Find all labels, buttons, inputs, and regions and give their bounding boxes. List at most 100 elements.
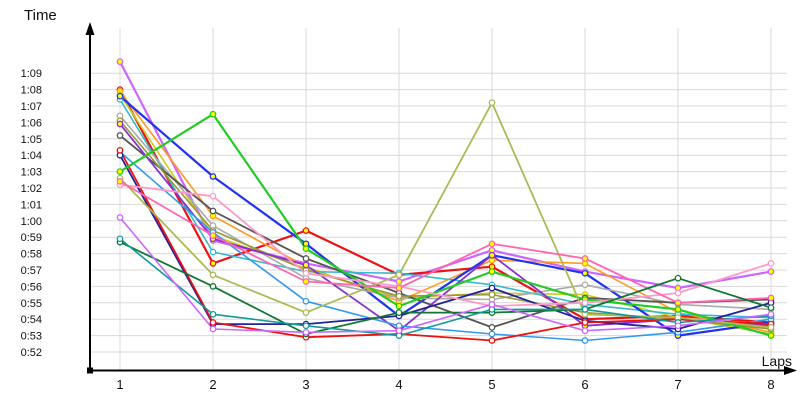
- data-point-marker-series-20-lap-8[interactable]: [767, 310, 775, 318]
- data-point-marker-series-01-lap-1[interactable]: [116, 58, 124, 66]
- data-point-marker-series-15-lap-5[interactable]: [488, 99, 496, 107]
- data-point-marker-series-16-lap-8[interactable]: [767, 260, 775, 267]
- series-line-series-05: [119, 98, 772, 319]
- data-point-marker-series-20-lap-3[interactable]: [302, 328, 310, 336]
- data-point-marker-series-16-lap-2[interactable]: [209, 192, 217, 200]
- data-point-marker-series-13-lap-1[interactable]: [116, 146, 124, 154]
- data-point-marker-series-16-lap-6[interactable]: [581, 299, 589, 307]
- x-axis-arrow-icon: [784, 366, 797, 375]
- data-point-marker-series-09-lap-4[interactable]: [395, 292, 403, 300]
- y-tick-label: 1:02: [21, 183, 42, 195]
- data-point-marker-series-13-lap-6[interactable]: [581, 319, 589, 326]
- y-tick-label: 0:58: [21, 249, 42, 261]
- data-point-marker-series-20-lap-4[interactable]: [395, 327, 403, 335]
- data-point-marker-series-14-lap-3[interactable]: [302, 245, 310, 253]
- data-point-marker-series-09-lap-5[interactable]: [488, 291, 496, 298]
- data-point-marker-series-08-lap-5[interactable]: [488, 324, 496, 331]
- data-point-marker-series-01-lap-8[interactable]: [767, 268, 775, 275]
- data-point-marker-series-14-lap-5[interactable]: [488, 268, 496, 275]
- data-point-marker-series-17-lap-1[interactable]: [116, 178, 124, 185]
- x-tick-label: 8: [767, 377, 774, 392]
- y-tick-label: 0:55: [21, 298, 42, 310]
- data-point-marker-series-15-lap-4[interactable]: [395, 271, 403, 279]
- data-point-marker-series-18-lap-4[interactable]: [395, 309, 403, 316]
- data-point-marker-series-14-lap-2[interactable]: [209, 110, 217, 118]
- data-point-marker-series-15-lap-8[interactable]: [767, 324, 775, 331]
- series-line-series-06: [118, 95, 773, 337]
- data-point-marker-series-14-lap-7[interactable]: [674, 306, 682, 313]
- y-tick-label: 0:56: [21, 281, 42, 293]
- data-point-marker-series-06-lap-6[interactable]: [581, 269, 589, 277]
- data-point-marker-series-19-lap-2[interactable]: [209, 310, 217, 318]
- data-point-marker-series-11-lap-3[interactable]: [302, 297, 310, 305]
- data-point-marker-series-17-lap-2[interactable]: [209, 232, 217, 239]
- data-point-marker-series-10-lap-5[interactable]: [488, 251, 496, 259]
- y-axis-tick-labels: 0:52 0:53 0:54 0:55 0:56 0:57 0:58 0:59 1:00 1:01…: [21, 68, 42, 359]
- data-point-marker-series-15-lap-2[interactable]: [209, 271, 217, 279]
- data-point-marker-series-11-lap-5[interactable]: [488, 330, 496, 338]
- data-point-marker-series-17-lap-8[interactable]: [767, 294, 775, 302]
- series-line-series-17: [119, 180, 772, 304]
- data-point-marker-series-18-lap-8[interactable]: [767, 304, 775, 312]
- y-tick-label: 0:54: [21, 314, 42, 326]
- data-point-marker-series-19-lap-3[interactable]: [302, 322, 310, 330]
- data-point-marker-series-07-lap-6[interactable]: [581, 281, 589, 289]
- y-tick-label: 1:05: [21, 134, 42, 146]
- x-tick-label: 7: [674, 377, 681, 392]
- data-point-marker-series-15-lap-3[interactable]: [302, 309, 310, 316]
- y-axis-title: Time: [24, 7, 57, 24]
- data-point-marker-series-13-lap-5[interactable]: [488, 337, 496, 344]
- series-lines: [118, 60, 773, 342]
- data-point-marker-series-02-lap-3[interactable]: [302, 227, 310, 234]
- y-tick-label: 1:09: [21, 68, 42, 80]
- data-point-marker-series-14-lap-4[interactable]: [395, 302, 403, 310]
- data-point-marker-series-16-lap-3[interactable]: [302, 269, 310, 277]
- y-tick-label: 1:07: [21, 101, 42, 113]
- data-point-marker-series-13-lap-2[interactable]: [209, 319, 217, 326]
- data-point-marker-series-20-lap-6[interactable]: [581, 327, 589, 335]
- data-point-marker-series-10-lap-1[interactable]: [116, 120, 124, 128]
- data-point-marker-series-17-lap-4[interactable]: [395, 284, 403, 292]
- data-point-marker-series-20-lap-2[interactable]: [209, 325, 217, 333]
- data-point-marker-series-08-lap-3[interactable]: [302, 255, 310, 262]
- axis-origin-handle: [87, 367, 93, 374]
- y-tick-label: 0:59: [21, 232, 42, 244]
- series-markers: [116, 58, 775, 344]
- y-tick-label: 1:06: [21, 117, 42, 129]
- data-point-marker-series-18-lap-2[interactable]: [209, 283, 217, 290]
- data-point-marker-series-20-lap-7[interactable]: [674, 322, 682, 330]
- x-tick-label: 4: [395, 377, 402, 392]
- data-point-marker-series-14-lap-8[interactable]: [767, 332, 775, 339]
- data-point-marker-series-02-lap-2[interactable]: [209, 260, 217, 267]
- series-line-series-20: [119, 216, 772, 334]
- data-point-marker-series-05-lap-2[interactable]: [209, 248, 217, 256]
- data-point-marker-series-18-lap-7[interactable]: [674, 274, 682, 282]
- x-tick-label: 3: [302, 377, 309, 392]
- data-point-marker-series-17-lap-3[interactable]: [302, 278, 310, 285]
- data-point-marker-series-17-lap-6[interactable]: [581, 255, 589, 262]
- data-point-marker-series-08-lap-2[interactable]: [209, 207, 217, 215]
- data-point-marker-series-20-lap-1[interactable]: [116, 214, 124, 221]
- data-point-marker-series-06-lap-2[interactable]: [209, 173, 217, 180]
- y-tick-label: 1:04: [21, 150, 42, 162]
- data-point-marker-series-20-lap-5[interactable]: [488, 301, 496, 308]
- data-point-marker-series-14-lap-1[interactable]: [116, 168, 124, 175]
- y-tick-label: 0:53: [21, 331, 42, 343]
- data-point-marker-series-16-lap-7[interactable]: [674, 289, 682, 297]
- data-point-marker-series-08-lap-1[interactable]: [116, 132, 124, 139]
- y-tick-label: 1:08: [21, 85, 42, 97]
- series-line-series-08: [119, 134, 772, 329]
- data-point-marker-series-10-lap-3[interactable]: [302, 261, 310, 269]
- data-point-marker-series-11-lap-6[interactable]: [581, 337, 589, 344]
- series-line-series-18: [119, 241, 772, 335]
- data-point-marker-series-06-lap-1[interactable]: [116, 92, 124, 100]
- data-point-marker-series-17-lap-5[interactable]: [488, 240, 496, 248]
- series-line-series-14: [118, 113, 773, 337]
- series-line-series-03: [119, 90, 772, 334]
- y-axis-arrow-icon: [85, 22, 95, 35]
- data-point-marker-series-19-lap-1[interactable]: [116, 235, 124, 243]
- data-point-marker-series-19-lap-6[interactable]: [581, 306, 589, 313]
- data-point-marker-series-17-lap-7[interactable]: [674, 299, 682, 307]
- data-point-marker-series-12-lap-5[interactable]: [488, 284, 496, 292]
